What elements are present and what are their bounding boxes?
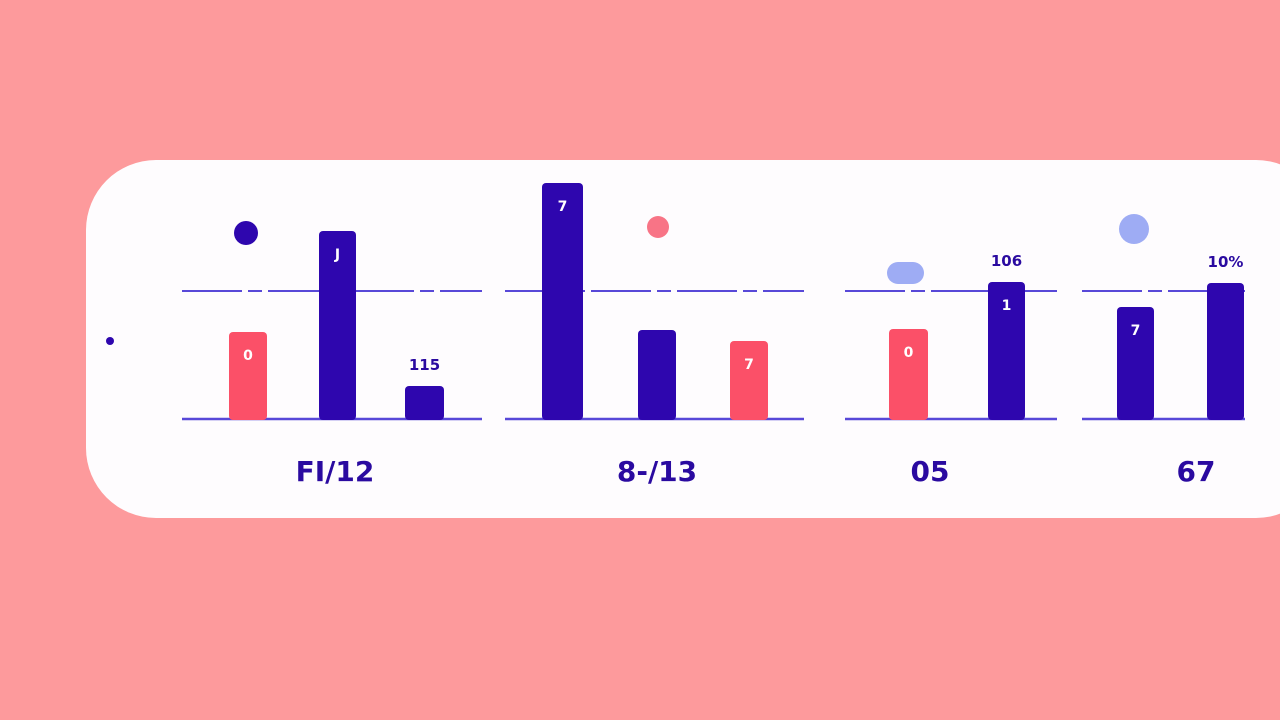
bar bbox=[1117, 307, 1154, 420]
chart-card bbox=[86, 160, 1280, 518]
decorative-dot bbox=[1119, 214, 1149, 244]
decorative-pill bbox=[887, 262, 924, 284]
bar bbox=[229, 332, 267, 420]
bar-label: 7 bbox=[744, 357, 754, 373]
bar bbox=[405, 386, 444, 420]
group-label: FI/12 bbox=[296, 455, 375, 488]
bar-top-label: 115 bbox=[409, 356, 440, 374]
group-label: 8-/13 bbox=[617, 455, 697, 488]
decorative-dot bbox=[234, 221, 258, 245]
decorative-dot bbox=[647, 216, 669, 238]
bar-label: 0 bbox=[904, 345, 914, 361]
bar bbox=[638, 330, 676, 420]
group-label: 05 bbox=[911, 455, 950, 488]
bar-top-label: 10% bbox=[1208, 253, 1244, 271]
bar bbox=[730, 341, 768, 420]
bar-label: 1 bbox=[1002, 298, 1012, 314]
bar-top-label: 106 bbox=[991, 252, 1022, 270]
bar-label: 7 bbox=[558, 199, 568, 215]
bar bbox=[889, 329, 928, 420]
bar bbox=[1207, 283, 1244, 420]
bar bbox=[988, 282, 1025, 420]
bar-label: 7 bbox=[1131, 323, 1141, 339]
bar-label: 0 bbox=[243, 348, 253, 364]
decorative-dot bbox=[106, 337, 114, 345]
bar-label: J bbox=[334, 247, 340, 263]
bar bbox=[542, 183, 583, 420]
bar bbox=[319, 231, 356, 420]
group-label: 67 bbox=[1177, 455, 1216, 488]
